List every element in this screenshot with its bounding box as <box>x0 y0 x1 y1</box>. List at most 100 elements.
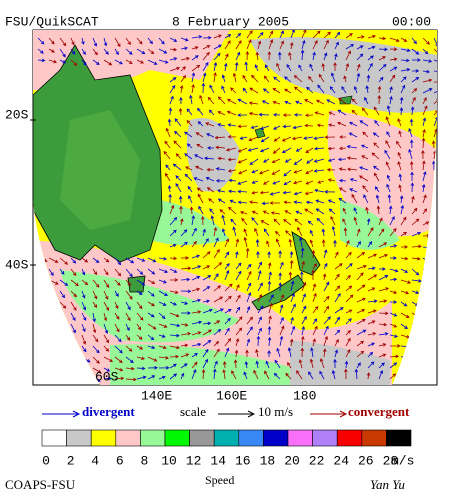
wind-arrow <box>334 292 341 303</box>
wind-arrow <box>389 277 398 282</box>
wind-arrow <box>315 199 325 204</box>
wind-arrow <box>263 180 270 185</box>
wind-arrow <box>103 268 109 276</box>
wind-arrow <box>114 37 121 48</box>
wind-arrow <box>191 254 201 259</box>
wind-arrow <box>81 334 87 345</box>
wind-arrow <box>366 218 371 226</box>
wind-arrow <box>147 356 158 362</box>
wind-arrow <box>70 312 76 322</box>
wind-arrow <box>273 125 281 130</box>
wind-arrow <box>114 48 119 56</box>
wind-arrow <box>158 334 166 338</box>
wind-arrow <box>114 268 122 277</box>
wind-arrow <box>421 149 425 160</box>
wind-arrow <box>92 367 102 374</box>
divergent-arrow-head <box>72 410 81 418</box>
wind-arrow <box>422 88 433 94</box>
wind-arrow <box>334 285 341 292</box>
wind-arrow <box>408 128 413 138</box>
wind-arrow <box>282 124 292 129</box>
wind-arrow <box>270 211 281 215</box>
wind-arrow <box>272 100 281 105</box>
wind-arrow <box>169 312 180 318</box>
wind-arrow <box>411 290 420 295</box>
wind-arrow <box>257 270 262 281</box>
wind-arrow <box>433 59 437 64</box>
wind-arrow <box>257 31 264 39</box>
wind-arrow <box>147 365 158 370</box>
wind-arrow <box>217 198 226 204</box>
wind-arrow <box>247 147 259 152</box>
wind-arrow <box>202 275 212 281</box>
wind-arrow <box>292 125 303 130</box>
wind-arrow <box>202 265 211 270</box>
wind-arrow <box>191 35 203 39</box>
wind-arrow <box>114 376 125 381</box>
wind-arrow <box>261 201 270 206</box>
wind-arrow <box>180 311 191 315</box>
wind-arrow <box>187 185 193 193</box>
wind-arrow <box>291 136 303 141</box>
wind-arrow <box>311 269 315 281</box>
author: Yan Yu <box>370 477 405 492</box>
wind-arrow <box>262 210 270 215</box>
wind-arrow <box>389 95 393 105</box>
wind-arrow <box>191 275 201 281</box>
wind-arrow <box>345 50 351 61</box>
wind-arrow <box>374 120 380 127</box>
wind-arrow <box>273 372 281 380</box>
wind-arrow <box>180 372 185 380</box>
wind-arrow <box>229 199 237 204</box>
wind-arrow <box>363 194 369 204</box>
wind-arrow <box>207 146 215 150</box>
wind-arrow <box>284 88 292 94</box>
wind-arrow <box>356 362 361 369</box>
wind-arrow <box>205 176 215 182</box>
wind-arrow <box>321 63 325 72</box>
wind-arrow <box>169 323 181 328</box>
wind-arrow <box>191 320 203 325</box>
wind-arrow <box>312 40 318 50</box>
wind-arrow <box>202 340 212 347</box>
wind-arrow <box>389 57 398 62</box>
wind-arrow <box>285 230 292 237</box>
wind-arrow <box>373 165 380 171</box>
wind-arrow <box>193 177 204 182</box>
wind-arrow <box>387 194 392 204</box>
wind-arrow <box>196 187 204 193</box>
wind-arrow <box>224 308 232 314</box>
wind-arrow <box>345 63 350 72</box>
wind-arrow <box>301 30 307 39</box>
lon-label: 180 <box>293 388 316 403</box>
wind-arrow <box>227 123 237 127</box>
wind-arrow <box>125 301 131 311</box>
wind-arrow <box>256 335 261 347</box>
wind-arrow <box>378 267 386 271</box>
wind-arrow <box>367 45 376 50</box>
wind-arrow <box>235 51 241 61</box>
wind-arrow <box>202 299 211 304</box>
wind-arrow <box>147 301 155 307</box>
wind-arrow <box>345 33 353 39</box>
wind-arrow <box>180 277 191 282</box>
wind-arrow <box>288 238 293 248</box>
wind-arrow <box>70 37 75 46</box>
color-swatch <box>361 429 387 447</box>
wind-arrow <box>290 325 296 336</box>
wind-arrow <box>224 283 233 292</box>
wind-arrow <box>323 325 329 336</box>
wind-arrow <box>304 208 314 215</box>
wind-arrow <box>309 358 314 369</box>
wind-arrow <box>180 218 184 226</box>
wind-arrow <box>228 206 237 215</box>
speed-tick: 26 <box>358 453 374 468</box>
color-swatch <box>238 429 264 447</box>
wind-arrow <box>186 120 193 127</box>
wind-arrow <box>180 323 189 327</box>
wind-arrow <box>433 80 437 85</box>
wind-arrow <box>345 285 353 292</box>
wind-arrow <box>169 77 177 83</box>
wind-arrow <box>339 135 347 139</box>
wind-arrow <box>59 59 67 64</box>
